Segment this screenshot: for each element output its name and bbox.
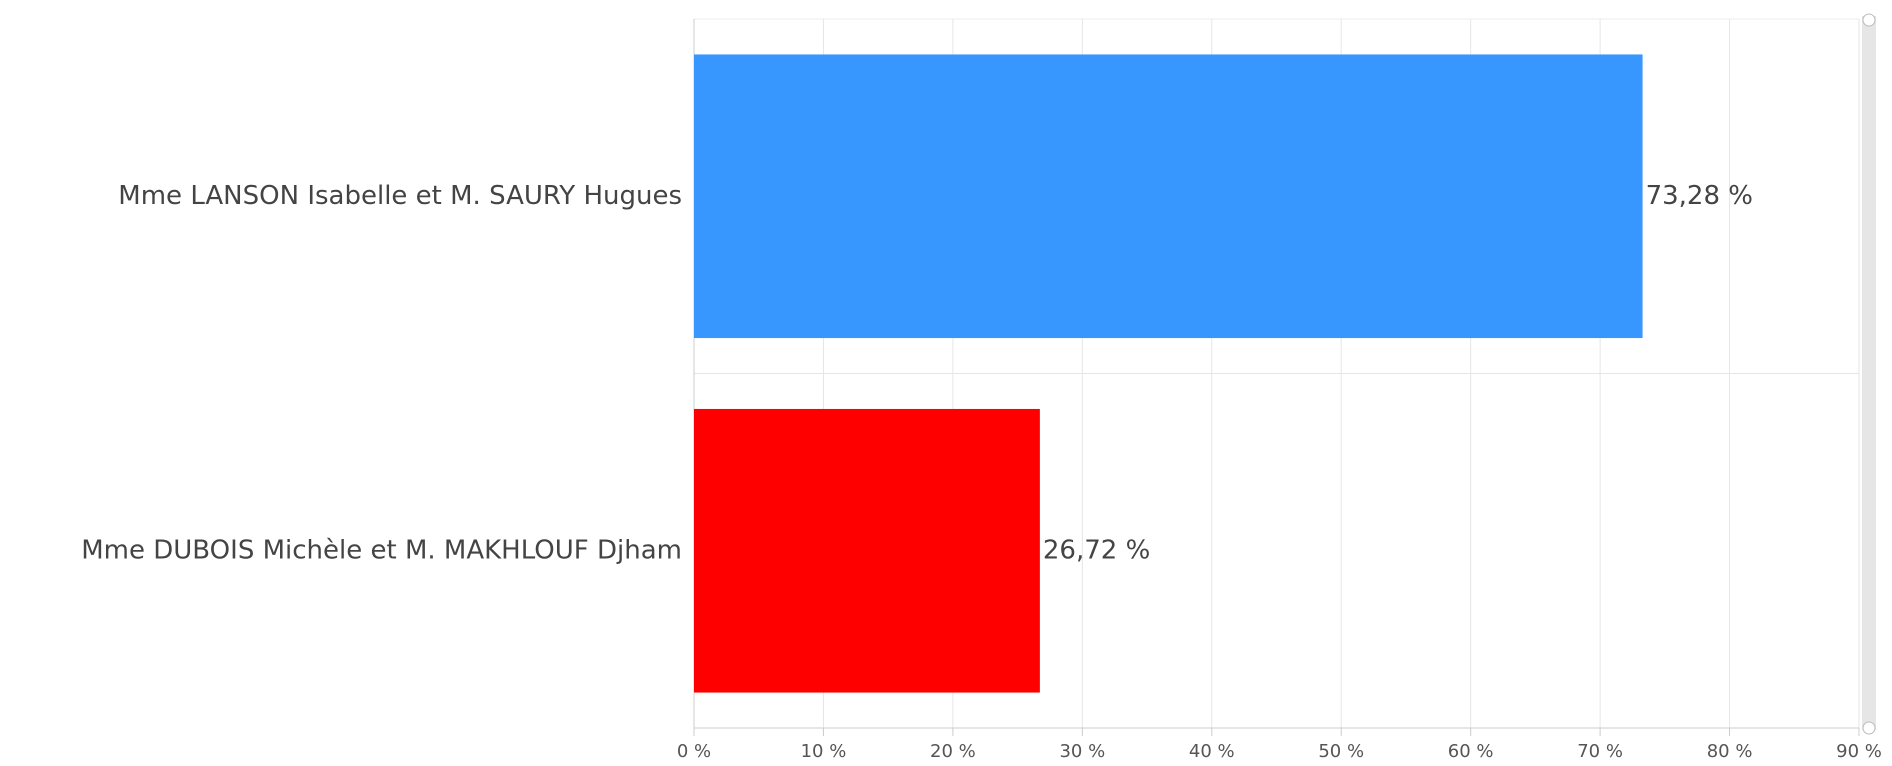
bar <box>694 408 1040 693</box>
x-tick-label: 20 % <box>930 741 976 762</box>
x-tick-label: 90 % <box>1836 741 1882 762</box>
value-label: 73,28 % <box>1646 181 1753 211</box>
x-tick-label: 80 % <box>1707 741 1753 762</box>
x-tick-label: 30 % <box>1059 741 1105 762</box>
bar <box>694 54 1643 339</box>
scroll-handle-bottom[interactable] <box>1862 721 1876 735</box>
category-label: Mme DUBOIS Michèle et M. MAKHLOUF Djham <box>81 535 682 565</box>
scroll-handle-top[interactable] <box>1862 13 1876 27</box>
x-tick-label: 10 % <box>801 741 847 762</box>
x-tick-label: 0 % <box>677 741 711 762</box>
scrollbar[interactable] <box>1862 16 1876 730</box>
x-tick-label: 70 % <box>1577 741 1623 762</box>
value-label: 26,72 % <box>1043 535 1150 565</box>
x-tick-label: 60 % <box>1448 741 1494 762</box>
x-tick-label: 50 % <box>1318 741 1364 762</box>
x-tick-label: 40 % <box>1189 741 1235 762</box>
category-label: Mme LANSON Isabelle et M. SAURY Hugues <box>118 181 682 211</box>
